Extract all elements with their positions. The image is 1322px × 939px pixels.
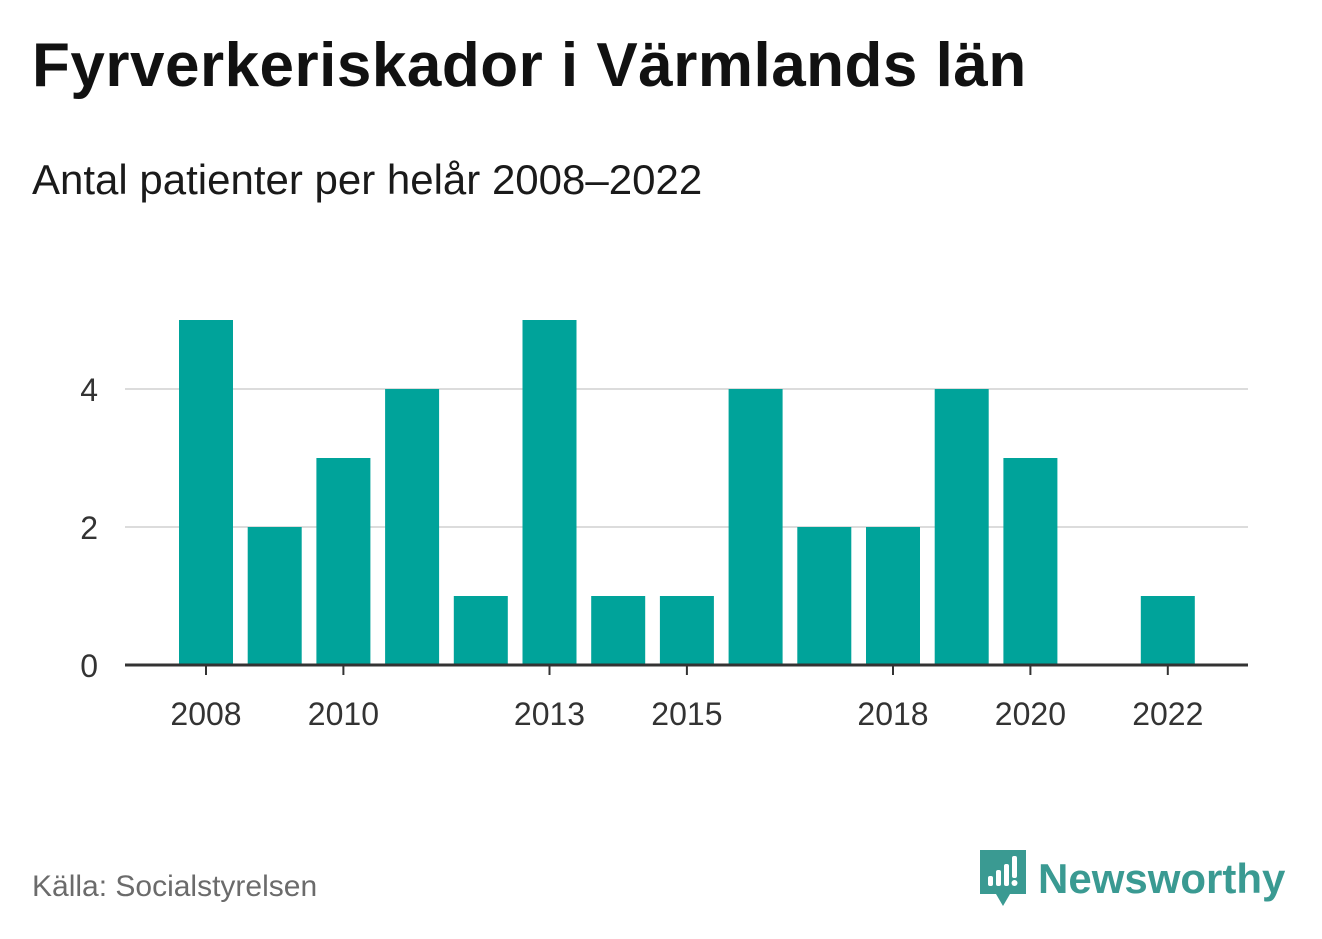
x-tick-label: 2013 (514, 696, 585, 732)
bar-2011 (385, 389, 440, 665)
bar-2022 (1140, 596, 1195, 665)
x-tick-label: 2010 (308, 696, 379, 732)
grid-lines (125, 388, 1248, 528)
bar-2017 (797, 527, 852, 665)
bar-2014 (591, 596, 646, 665)
bar-2015 (659, 596, 714, 665)
bar-2010 (316, 458, 371, 665)
bar-2020 (1003, 458, 1058, 665)
bar-2008 (179, 320, 233, 665)
axes: 0 2 4 2008 2010 2013 2015 2018 2020 2022 (80, 372, 1248, 732)
x-tick-label: 2018 (857, 696, 928, 732)
bar-2013 (522, 320, 577, 665)
brand-logo: Newsworthy (980, 850, 1285, 908)
x-tick-label: 2015 (651, 696, 722, 732)
bar-2016 (728, 389, 783, 665)
chart-subtitle: Antal patienter per helår 2008–2022 (32, 156, 703, 203)
y-tick-label: 2 (80, 510, 98, 546)
source-note: Källa: Socialstyrelsen (32, 870, 318, 903)
bar-chart: 0 2 4 2008 2010 2013 2015 2018 2020 2022 (80, 320, 1248, 732)
bar-2018 (866, 527, 920, 665)
x-tick-label: 2020 (995, 696, 1066, 732)
x-tick-label: 2022 (1132, 696, 1203, 732)
chart-title: Fyrverkeriskador i Värmlands län (32, 31, 1027, 100)
bar-2012 (453, 596, 508, 665)
brand-name: Newsworthy (1038, 855, 1286, 902)
y-tick-label: 0 (80, 648, 98, 684)
newsworthy-logo-icon (980, 850, 1026, 906)
bars (179, 320, 1195, 665)
y-tick-label: 4 (80, 372, 98, 408)
x-tick-label: 2008 (170, 696, 241, 732)
bar-2019 (934, 389, 989, 665)
bar-2009 (247, 527, 302, 665)
